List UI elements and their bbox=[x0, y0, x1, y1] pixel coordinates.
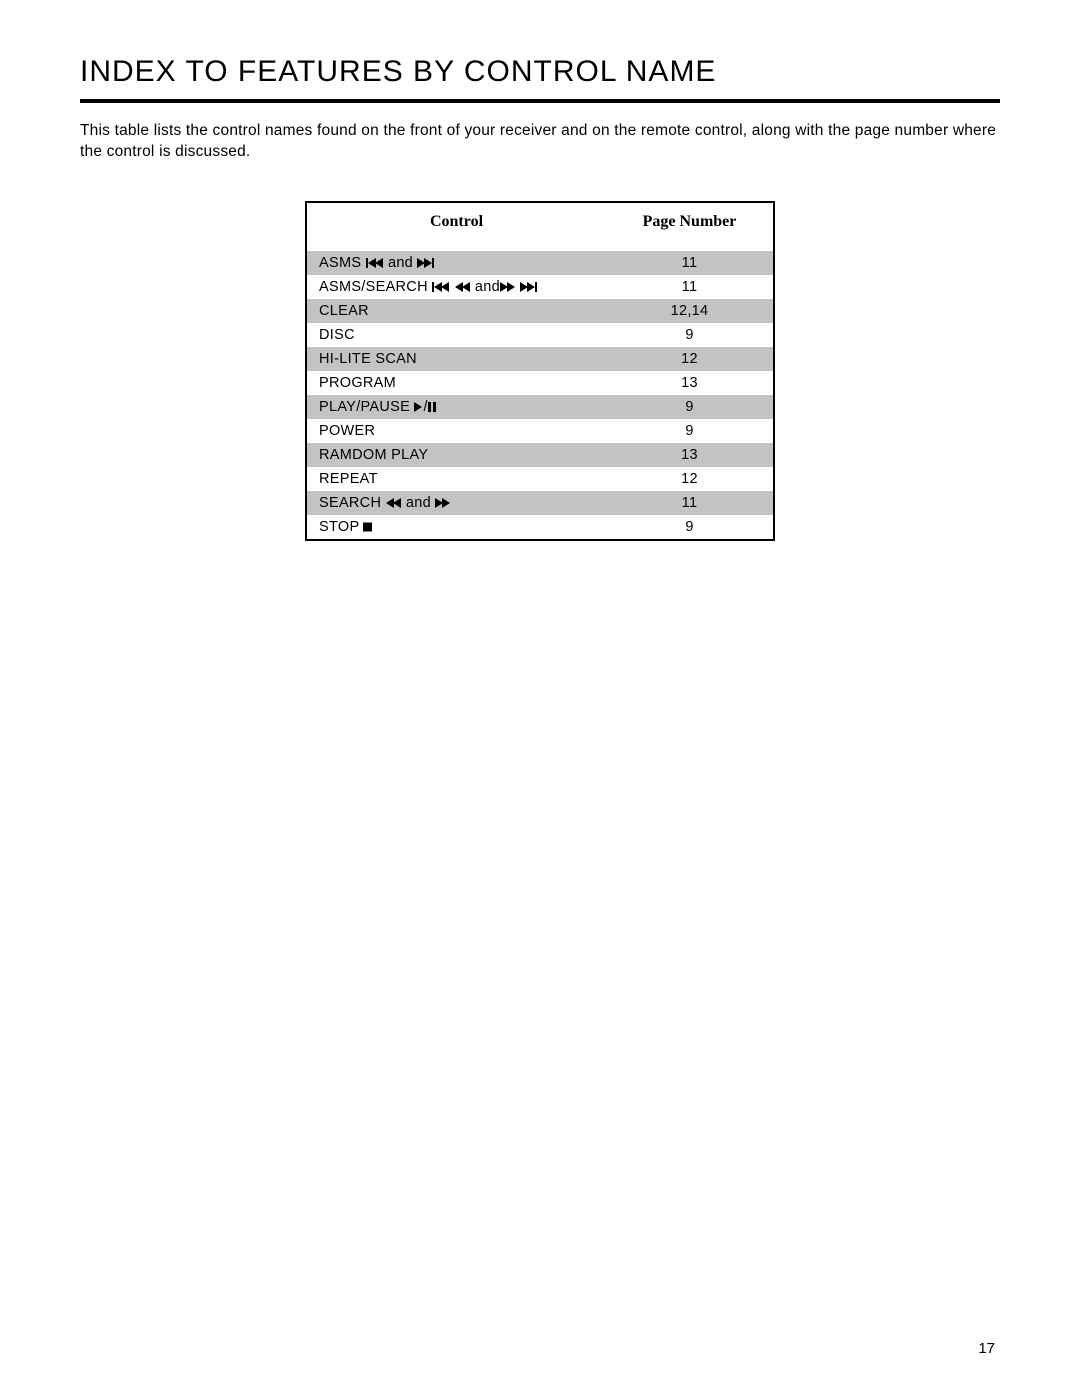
cell-control: SEARCH and bbox=[306, 491, 606, 515]
cell-page: 11 bbox=[606, 491, 774, 515]
cell-control: ASMS/SEARCH and bbox=[306, 275, 606, 299]
table-row: PROGRAM13 bbox=[306, 371, 774, 395]
cell-page: 9 bbox=[606, 323, 774, 347]
intro-paragraph: This table lists the control names found… bbox=[80, 121, 1000, 163]
table-header-row: Control Page Number bbox=[306, 202, 774, 241]
cell-control: REPEAT bbox=[306, 467, 606, 491]
cell-page: 12 bbox=[606, 467, 774, 491]
table-row: ASMS and 11 bbox=[306, 251, 774, 275]
cell-control: STOP bbox=[306, 515, 606, 540]
cell-page: 13 bbox=[606, 443, 774, 467]
cell-page: 13 bbox=[606, 371, 774, 395]
table-body: ASMS and 11ASMS/SEARCH and 11CLEAR12,14D… bbox=[306, 251, 774, 540]
cell-control: POWER bbox=[306, 419, 606, 443]
cell-page: 9 bbox=[606, 395, 774, 419]
cell-page: 12,14 bbox=[606, 299, 774, 323]
col-header-control: Control bbox=[306, 202, 606, 241]
table-row: POWER9 bbox=[306, 419, 774, 443]
cell-control: PROGRAM bbox=[306, 371, 606, 395]
title-rule bbox=[80, 99, 1000, 103]
cell-control: HI-LITE SCAN bbox=[306, 347, 606, 371]
table-row: DISC9 bbox=[306, 323, 774, 347]
table-row: ASMS/SEARCH and 11 bbox=[306, 275, 774, 299]
table-row: STOP 9 bbox=[306, 515, 774, 540]
page-title: INDEX TO FEATURES BY CONTROL NAME bbox=[80, 55, 1000, 89]
table-row: RAMDOM PLAY13 bbox=[306, 443, 774, 467]
table-row: CLEAR12,14 bbox=[306, 299, 774, 323]
table-row: PLAY/PAUSE /9 bbox=[306, 395, 774, 419]
cell-control: ASMS and bbox=[306, 251, 606, 275]
cell-page: 9 bbox=[606, 515, 774, 540]
table-row: HI-LITE SCAN12 bbox=[306, 347, 774, 371]
cell-page: 11 bbox=[606, 251, 774, 275]
cell-control: RAMDOM PLAY bbox=[306, 443, 606, 467]
cell-control: CLEAR bbox=[306, 299, 606, 323]
cell-page: 12 bbox=[606, 347, 774, 371]
page-number: 17 bbox=[978, 1340, 995, 1357]
cell-control: DISC bbox=[306, 323, 606, 347]
header-spacer bbox=[306, 241, 774, 251]
index-table: Control Page Number ASMS and 11ASMS/SEAR… bbox=[305, 201, 775, 541]
cell-control: PLAY/PAUSE / bbox=[306, 395, 606, 419]
col-header-page: Page Number bbox=[606, 202, 774, 241]
cell-page: 11 bbox=[606, 275, 774, 299]
table-row: REPEAT12 bbox=[306, 467, 774, 491]
cell-page: 9 bbox=[606, 419, 774, 443]
table-row: SEARCH and 11 bbox=[306, 491, 774, 515]
